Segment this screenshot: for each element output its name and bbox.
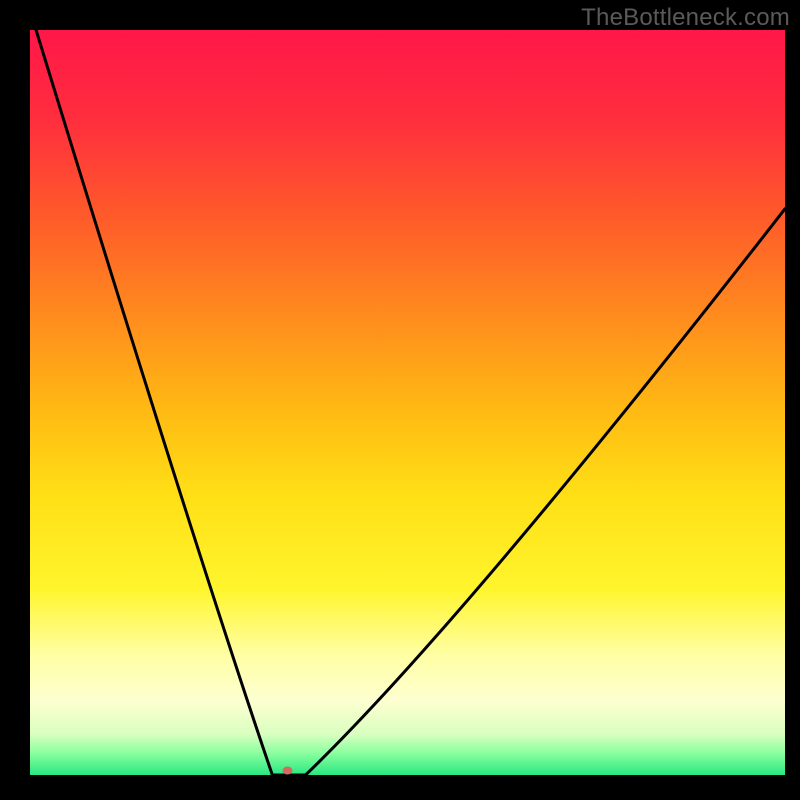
optimal-point-marker <box>282 767 292 775</box>
bottleneck-curve-chart <box>0 0 800 800</box>
bottleneck-curve <box>36 30 785 775</box>
chart-frame: TheBottleneck.com <box>0 0 800 800</box>
watermark-text: TheBottleneck.com <box>581 4 790 32</box>
